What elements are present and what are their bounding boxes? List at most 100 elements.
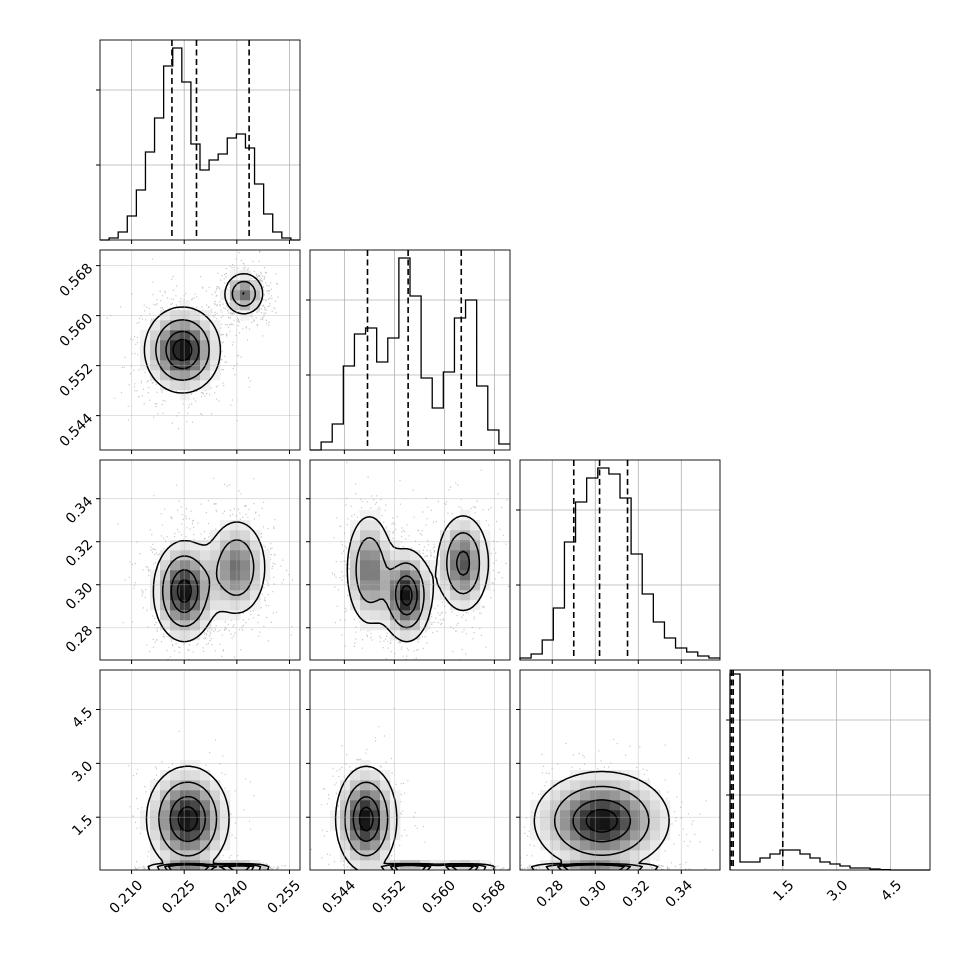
histogram-panel-3 — [726, 669, 931, 871]
density-cell — [210, 560, 221, 571]
density-cell — [150, 350, 161, 361]
density-cell — [160, 370, 171, 381]
density-cell — [220, 840, 231, 851]
scatter-panel-0-1 — [96, 249, 301, 454]
density-cell — [440, 540, 451, 551]
density-cell — [360, 530, 371, 541]
density-cell — [440, 590, 451, 601]
contour-level-1 — [156, 781, 262, 870]
density-cell — [180, 350, 191, 361]
density-cell — [160, 380, 171, 391]
density-cell — [430, 560, 441, 571]
density-cell — [360, 580, 371, 591]
density-cell — [140, 820, 151, 831]
density-cell — [190, 810, 201, 821]
density-cell — [190, 570, 201, 581]
density-cell — [350, 790, 361, 801]
y-tick-label: 0.28 — [63, 623, 96, 656]
density-cell — [180, 840, 191, 851]
density-cell — [370, 600, 381, 611]
density-cell — [180, 540, 191, 551]
x-tick-label: 0.28 — [534, 877, 567, 910]
density-cell — [370, 810, 381, 821]
density-cell — [250, 550, 261, 561]
density-cell — [480, 550, 491, 561]
density-cell — [400, 630, 411, 641]
density-cell — [580, 790, 591, 801]
histogram-panel-0 — [96, 39, 301, 244]
density-cell — [610, 850, 621, 861]
density-cell — [240, 310, 251, 321]
density-cell — [360, 540, 371, 551]
density-cell — [210, 540, 221, 551]
density-cell — [380, 860, 391, 870]
density-cell — [200, 790, 211, 801]
density-cell — [540, 800, 551, 811]
density-cell — [390, 820, 401, 831]
x-tick-label: 0.240 — [212, 877, 252, 917]
density-cell — [190, 770, 201, 781]
contour-level-0 — [145, 765, 270, 870]
density-cell — [210, 350, 221, 361]
density-cell — [210, 830, 221, 841]
density-cell — [440, 580, 451, 591]
panel-frame — [519, 459, 721, 661]
density-cell — [190, 340, 201, 351]
density-cell — [220, 800, 231, 811]
density-cell — [360, 810, 371, 821]
density-cell — [160, 340, 171, 351]
panel-inner — [310, 707, 510, 870]
density-cell — [350, 530, 361, 541]
density-cell — [400, 620, 411, 631]
density-cell — [350, 810, 361, 821]
density-cell — [390, 580, 401, 591]
density-cell — [180, 560, 191, 571]
density-cell — [400, 610, 411, 621]
scatter-panel-2-3 — [516, 669, 721, 874]
density-cell — [170, 310, 181, 321]
density-cell — [600, 810, 611, 821]
density-cell — [200, 590, 211, 601]
density-cell — [380, 620, 391, 631]
density-cell — [150, 850, 161, 861]
density-cell — [160, 800, 171, 811]
x-tick-label: 0.32 — [620, 877, 653, 910]
contour-level-3 — [176, 579, 192, 603]
density-cell — [460, 600, 471, 611]
density-cell — [190, 760, 201, 771]
density-cell — [430, 580, 441, 591]
density-cell — [470, 540, 481, 551]
density-cell — [340, 780, 351, 791]
density-cell — [360, 830, 371, 841]
density-cell — [190, 610, 201, 621]
density-cell — [210, 600, 221, 611]
density-cell — [620, 790, 631, 801]
panel-frame — [99, 669, 301, 871]
density-cell — [170, 360, 181, 371]
density-cell — [230, 270, 241, 281]
density-cell — [170, 590, 181, 601]
density-cell — [210, 530, 221, 541]
density-cell — [360, 820, 371, 831]
density-cell — [370, 840, 381, 851]
density-cell — [190, 350, 201, 361]
y-tick-label: 0.568 — [57, 261, 97, 301]
density-cell — [380, 580, 391, 591]
x-tick-label: 0.568 — [469, 877, 509, 917]
density-cell — [580, 780, 591, 791]
density-cell — [400, 580, 411, 591]
y-tick-label: 0.560 — [57, 311, 97, 351]
density-cell — [380, 850, 391, 861]
density-cell — [170, 620, 181, 631]
density-cell — [360, 620, 371, 631]
density-cell — [370, 820, 381, 831]
density-cell — [190, 540, 201, 551]
density-cell — [620, 830, 631, 841]
density-cell — [380, 790, 391, 801]
y-tick-label: 3.0 — [69, 758, 96, 785]
density-cell — [370, 560, 381, 571]
density-cell — [190, 580, 201, 591]
density-cell — [140, 330, 151, 341]
density-cell — [150, 590, 161, 601]
density-cell — [600, 830, 611, 841]
